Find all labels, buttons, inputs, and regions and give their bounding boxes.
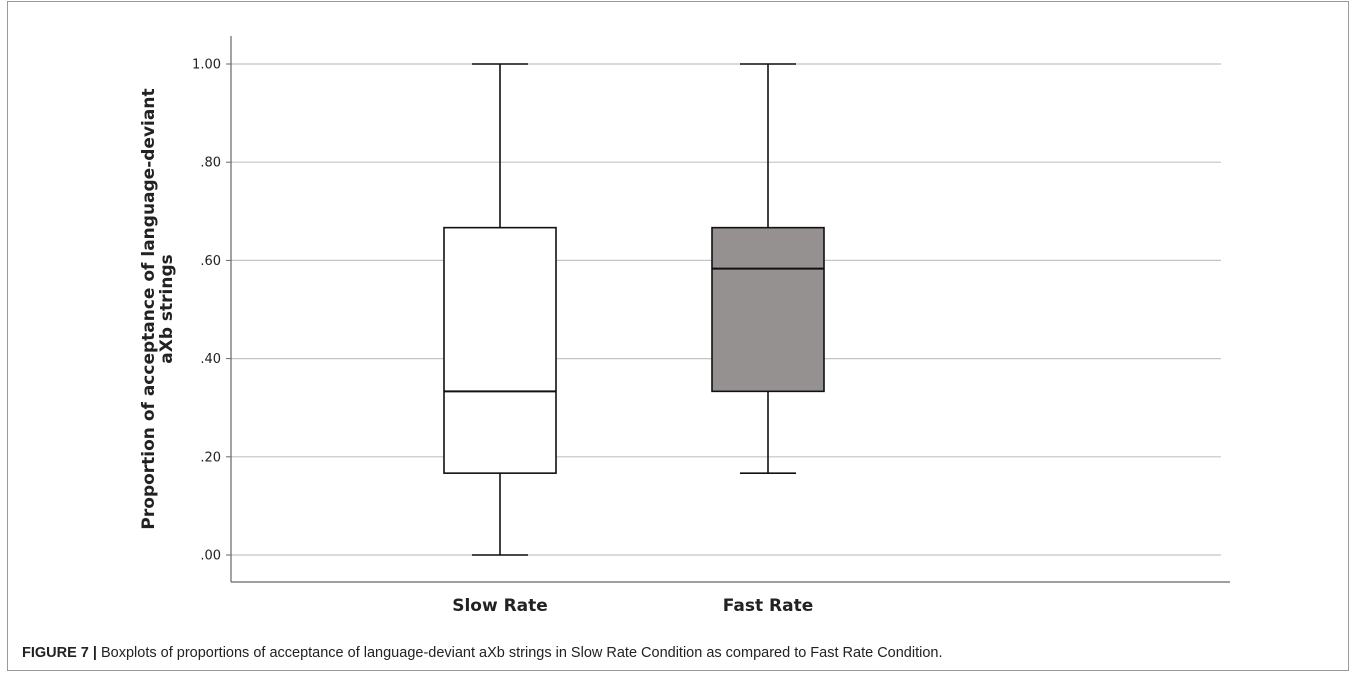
y-tick-label: .20 xyxy=(200,450,221,465)
box-fast-rate xyxy=(711,63,825,474)
category-label: Slow Rate xyxy=(452,596,548,616)
grid-lines xyxy=(231,63,1221,556)
y-tick-label: .80 xyxy=(200,156,221,171)
boxes xyxy=(443,63,825,556)
box-slow-rate xyxy=(443,63,557,556)
figure-caption: FIGURE 7 | Boxplots of proportions of ac… xyxy=(22,645,1332,661)
y-tick-label: .40 xyxy=(200,352,221,367)
y-tick-label: .00 xyxy=(200,549,221,564)
category-label: Fast Rate xyxy=(723,596,813,616)
iqr-box xyxy=(443,226,557,474)
y-tick-labels: .00 .20 .40 .60 .80 1.00 xyxy=(192,58,221,564)
caption-text: Boxplots of proportions of acceptance of… xyxy=(101,645,943,661)
figure-number: FIGURE 7 | xyxy=(22,645,97,661)
y-tick-label: .60 xyxy=(200,254,221,269)
y-axis-title: Proportion of acceptance of language-dev… xyxy=(139,88,177,529)
y-axis-title-line: Proportion of acceptance of language-dev… xyxy=(139,88,159,529)
y-axis-title-line: aXb strings xyxy=(157,254,177,364)
iqr-box xyxy=(711,226,825,393)
category-labels: Slow Rate Fast Rate xyxy=(452,596,813,616)
y-tick-label: 1.00 xyxy=(192,58,221,73)
axes xyxy=(226,36,1230,583)
y-axis-title-text: Proportion of acceptance of language-dev… xyxy=(139,88,177,529)
